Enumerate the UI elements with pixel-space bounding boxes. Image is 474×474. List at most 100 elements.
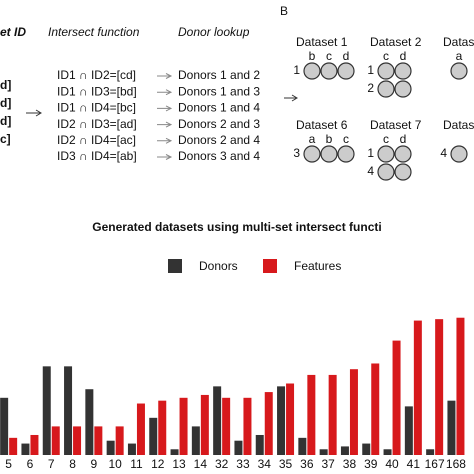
set-circle <box>337 145 355 163</box>
bar <box>234 440 243 455</box>
intersect-row: ID2 ∩ ID3=[ad] <box>57 117 137 131</box>
bar <box>413 320 422 455</box>
bar <box>264 392 273 455</box>
x-tick-label: 9 <box>91 457 98 471</box>
bar <box>362 443 371 455</box>
bar <box>349 369 358 455</box>
bar <box>200 394 209 455</box>
row-label: 1 <box>367 63 374 77</box>
row-label: 1 <box>367 146 374 160</box>
x-tick-label: 39 <box>364 457 378 471</box>
lookup-header: Donor lookup <box>178 25 250 39</box>
x-tick-label: 10 <box>108 457 122 471</box>
bar <box>447 400 456 455</box>
chart-title: Generated datasets using multi-set inter… <box>92 220 381 234</box>
set-circle <box>377 80 395 98</box>
dataset-title: Dataset 1 <box>296 35 348 49</box>
arrow <box>157 137 173 144</box>
x-tick-label: 38 <box>343 457 357 471</box>
col-label: d <box>400 132 407 146</box>
bar <box>340 446 349 455</box>
id-item: d] <box>0 96 11 110</box>
dataset-title: Datas <box>443 118 474 132</box>
col-label: c <box>326 49 332 63</box>
x-tick-label: 5 <box>5 457 12 471</box>
set-circle <box>377 145 395 163</box>
bar <box>277 386 286 455</box>
bar <box>404 406 413 455</box>
bar <box>51 426 60 455</box>
bar <box>371 363 380 455</box>
bar <box>243 397 252 455</box>
x-tick-label: 37 <box>321 457 335 471</box>
legend-swatch <box>168 259 182 273</box>
x-tick-label: 35 <box>279 457 293 471</box>
bar <box>456 317 465 455</box>
function-header: Intersect function <box>48 25 140 39</box>
intersect-row: ID1 ∩ ID3=[bd] <box>57 84 137 98</box>
bar <box>307 374 316 455</box>
set-circle <box>377 163 395 181</box>
arrow <box>157 73 173 79</box>
bar <box>94 426 103 455</box>
panel-letter: B <box>280 4 288 18</box>
intersect-row: ID1 ∩ ID2=[cd] <box>57 68 136 82</box>
donor-row: Donors 1 and 3 <box>178 84 260 98</box>
arrow <box>26 109 42 117</box>
col-label: a <box>456 49 463 63</box>
bar <box>298 437 307 455</box>
col-label: b <box>309 49 316 63</box>
set-circle <box>394 62 412 80</box>
set-circle <box>337 62 355 80</box>
bar <box>392 340 401 455</box>
legend-label: Donors <box>199 259 238 273</box>
x-tick-label: 13 <box>172 457 186 471</box>
arrow <box>157 154 173 160</box>
x-tick-label: 11 <box>130 457 143 471</box>
set-circle <box>320 62 338 80</box>
col-label: c <box>383 132 389 146</box>
col-label: c <box>343 132 349 146</box>
bar <box>179 397 188 455</box>
bar <box>42 366 51 455</box>
donor-row: Donors 1 and 2 <box>178 68 260 82</box>
set-circle <box>394 80 412 98</box>
bar <box>426 449 435 455</box>
dataset-title: Dataset 2 <box>370 35 422 49</box>
intersect-row: ID2 ∩ ID4=[ac] <box>57 133 136 147</box>
row-label: 4 <box>367 164 374 178</box>
set-circle <box>320 145 338 163</box>
bar <box>64 366 73 455</box>
row-label: 4 <box>440 146 447 160</box>
arrow <box>157 89 173 96</box>
dataset-title: Datas <box>443 35 474 49</box>
id-item: d] <box>0 114 11 128</box>
id-item: d] <box>0 78 11 92</box>
x-tick-label: 7 <box>48 457 55 471</box>
x-tick-label: 36 <box>300 457 314 471</box>
x-tick-label: 40 <box>385 457 399 471</box>
dataset-title: Dataset 6 <box>296 118 348 132</box>
x-tick-label: 34 <box>258 457 272 471</box>
col-label: d <box>343 49 350 63</box>
legend-label: Features <box>294 259 341 273</box>
col-label: a <box>309 132 316 146</box>
bar <box>213 386 222 455</box>
bar <box>9 437 18 455</box>
intersect-row: ID1 ∩ ID4=[bc] <box>57 101 136 115</box>
x-tick-label: 167 <box>425 457 445 471</box>
x-tick-label: 12 <box>151 457 165 471</box>
set-circle <box>377 62 395 80</box>
bar <box>255 434 264 455</box>
x-tick-label: 168 <box>446 457 466 471</box>
x-tick-label: 41 <box>407 457 421 471</box>
col-label: b <box>326 132 333 146</box>
intersect-row: ID3 ∩ ID4=[ab] <box>57 149 137 163</box>
donor-row: Donors 2 and 3 <box>178 117 260 131</box>
set-circle <box>450 145 468 163</box>
bar <box>136 403 145 455</box>
set-circle <box>394 145 412 163</box>
bar <box>286 383 295 455</box>
arrow <box>284 94 298 102</box>
